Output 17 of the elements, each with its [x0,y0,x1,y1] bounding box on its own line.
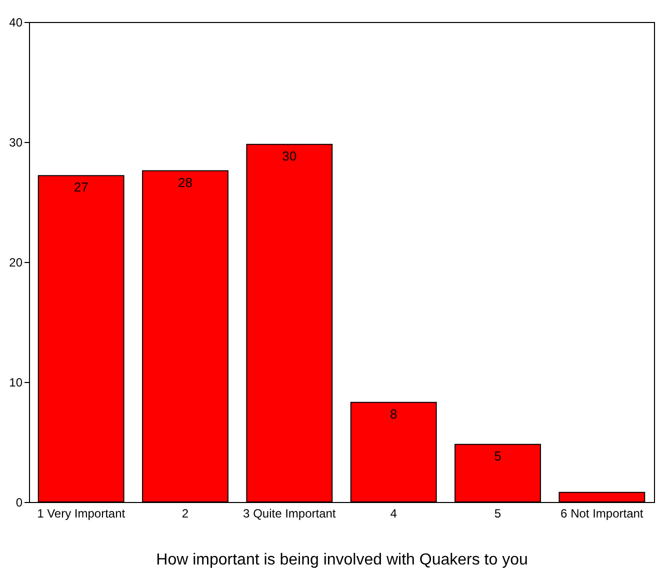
x-tick-label: 1 Very Important [37,506,126,520]
y-tick-label: 30 [9,136,23,150]
y-tick-label: 40 [9,16,23,30]
x-tick-label: 2 [182,506,189,520]
data-label: 27 [74,180,88,195]
y-tick-label: 10 [9,376,23,390]
x-tick-label: 4 [390,506,398,520]
data-label: 5 [494,448,502,464]
x-tick-label: 6 Not Important [560,506,644,520]
data-label: 30 [282,148,297,164]
y-tick-label: 0 [16,496,23,510]
data-label: 8 [390,406,398,422]
data-label: 28 [178,174,192,190]
y-tick-label: 20 [9,256,23,270]
x-axis-title: How important is being involved with Quakers to you [156,552,528,568]
x-tick-label: 3 Quite Important [243,506,336,520]
x-tick-label: 5 [494,506,502,520]
